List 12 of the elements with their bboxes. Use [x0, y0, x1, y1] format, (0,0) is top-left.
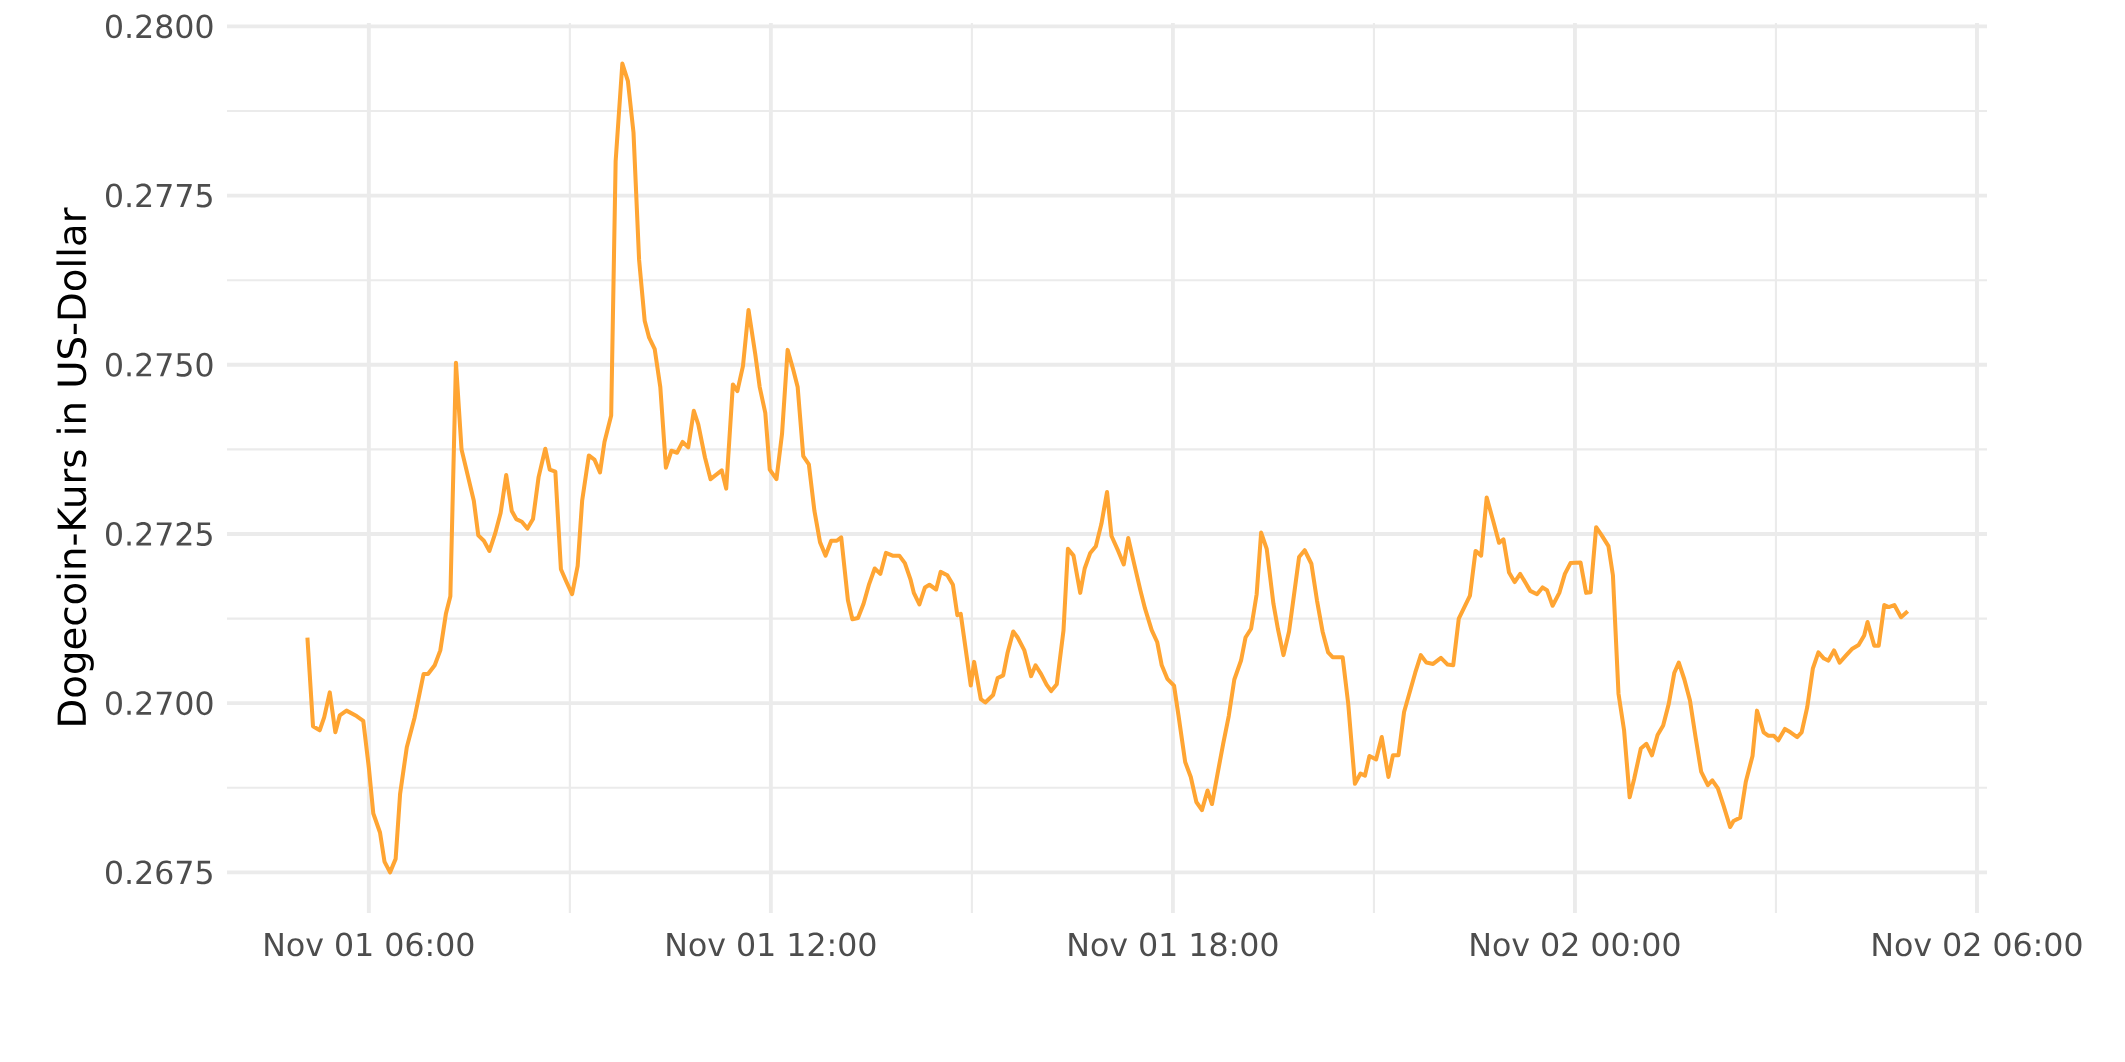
x-tick-label: Nov 01 12:00 [667, 932, 876, 957]
y-tick-label: 0.2675 [106, 860, 212, 885]
y-tick-label: 0.2775 [106, 183, 212, 208]
y-tick-label: 0.2725 [106, 522, 212, 546]
x-tick-label: Nov 02 00:00 [1471, 932, 1680, 957]
x-tick-label: Nov 01 06:00 [265, 932, 474, 957]
y-tick-label: 0.2700 [106, 691, 213, 716]
y-tick-label: 0.2800 [106, 14, 213, 39]
x-tick-label: Nov 01 18:00 [1069, 932, 1278, 957]
y-axis-title: Dogecoin-Kurs in US-Dollar [56, 207, 94, 725]
x-tick-label: Nov 02 06:00 [1873, 932, 2082, 957]
y-tick-label: 0.2750 [106, 352, 213, 377]
